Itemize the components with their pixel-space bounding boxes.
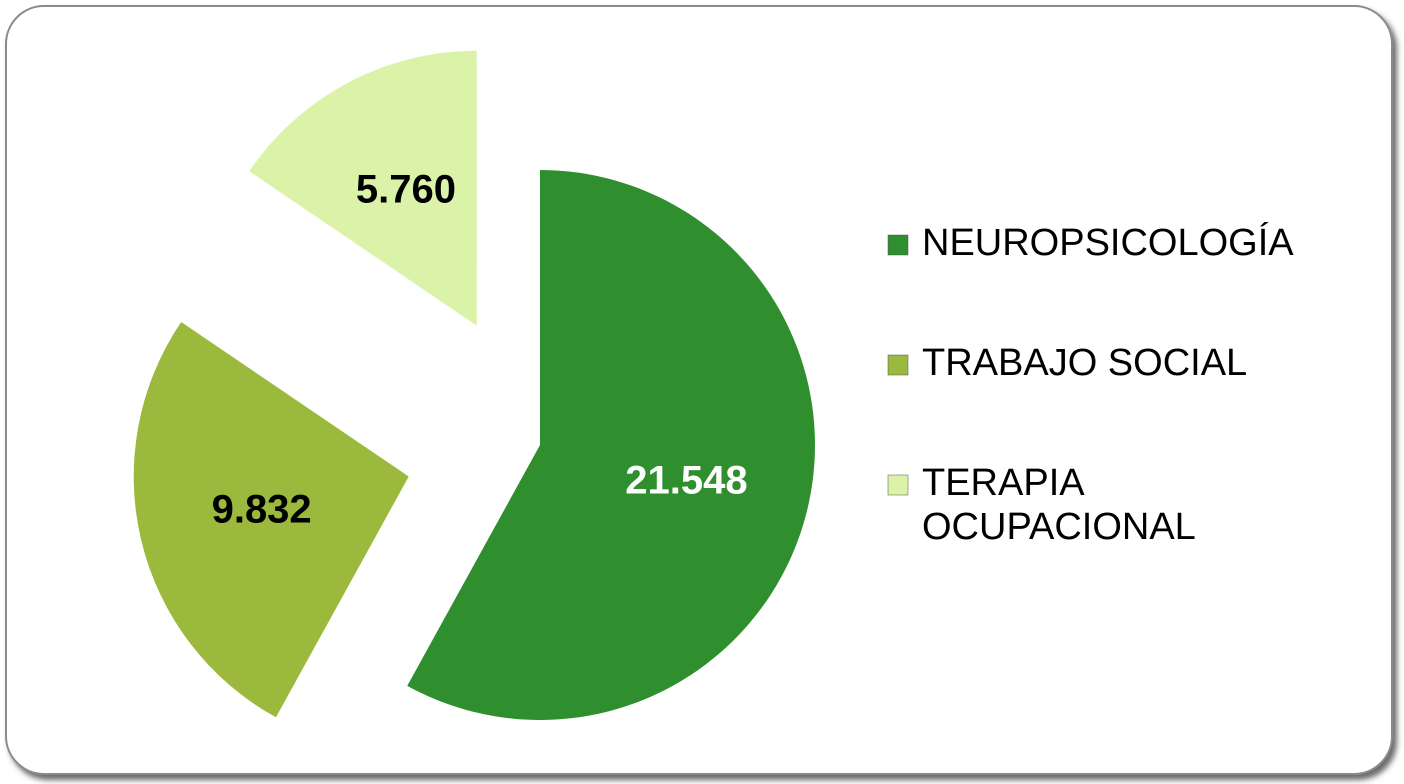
pie-slice — [249, 50, 477, 326]
legend-swatch — [887, 474, 909, 496]
legend-swatch — [887, 234, 909, 256]
legend-label: TRABAJO SOCIAL — [922, 342, 1247, 384]
legend-label: TERAPIA OCUPACIONAL — [922, 462, 1196, 548]
data-label: 5.760 — [356, 168, 456, 212]
data-label: 9.832 — [212, 487, 312, 531]
pie-slice — [133, 322, 409, 718]
legend-label: NEUROPSICOLOGÍA — [922, 221, 1294, 264]
legend-swatch — [887, 354, 909, 376]
pie-slice — [407, 170, 816, 720]
data-label: 21.548 — [625, 458, 747, 502]
